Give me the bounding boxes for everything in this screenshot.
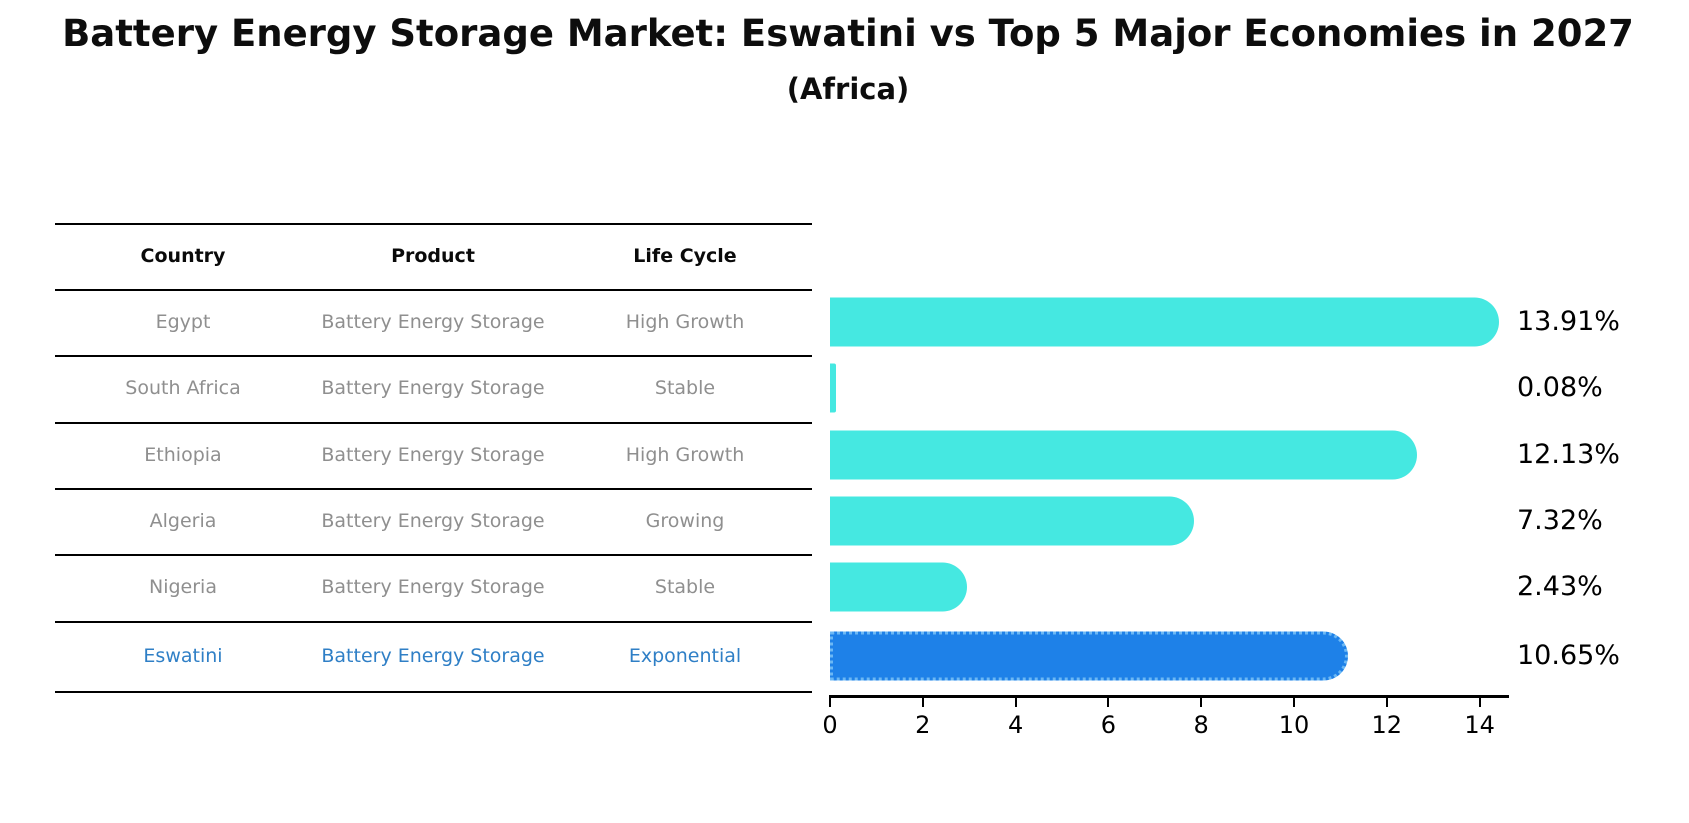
cell-life-cycle: High Growth bbox=[625, 311, 745, 333]
bar bbox=[830, 363, 836, 413]
cell-product: Battery Energy Storage bbox=[321, 311, 545, 333]
value-label: 7.32% bbox=[1517, 504, 1603, 536]
cell-life-cycle: Stable bbox=[654, 576, 716, 599]
table-row-rule bbox=[55, 620, 812, 623]
value-label: 10.65% bbox=[1517, 639, 1620, 671]
value-label: 2.43% bbox=[1517, 571, 1603, 603]
x-tick-label: 0 bbox=[822, 711, 838, 739]
cell-product: Battery Energy Storage bbox=[321, 443, 545, 466]
cell-country: Ethiopia bbox=[144, 443, 222, 466]
x-axis-line bbox=[829, 695, 1509, 698]
x-tick-label: 2 bbox=[915, 711, 931, 739]
bar bbox=[830, 496, 1194, 546]
cell-product: Battery Energy Storage bbox=[321, 510, 545, 532]
table-row-rule bbox=[55, 289, 812, 291]
x-tick bbox=[829, 698, 831, 707]
col-header-product: Product bbox=[391, 245, 475, 267]
bar bbox=[830, 430, 1417, 480]
bar bbox=[830, 562, 967, 612]
x-tick bbox=[921, 698, 924, 707]
col-header-country: Country bbox=[140, 245, 226, 267]
x-tick-label: 12 bbox=[1371, 711, 1403, 739]
cell-country: Algeria bbox=[149, 510, 217, 532]
cell-life-cycle: Stable bbox=[654, 377, 716, 400]
col-header-life-cycle: Life Cycle bbox=[633, 245, 737, 267]
cell-country: Egypt bbox=[155, 311, 211, 333]
table-row-rule bbox=[55, 355, 812, 357]
cell-life-cycle: Growing bbox=[645, 510, 725, 532]
value-label: 12.13% bbox=[1517, 438, 1620, 470]
x-tick-label: 6 bbox=[1100, 711, 1117, 739]
value-label: 0.08% bbox=[1517, 372, 1603, 404]
cell-country: South Africa bbox=[125, 377, 241, 400]
x-tick bbox=[1293, 698, 1295, 707]
cell-life-cycle: Exponential bbox=[628, 644, 742, 667]
table-bottom-rule bbox=[55, 691, 812, 693]
x-tick-label: 10 bbox=[1278, 711, 1310, 739]
chart-title: Battery Energy Storage Market: Eswatini … bbox=[62, 12, 1634, 55]
cell-country: Eswatini bbox=[143, 644, 223, 667]
cell-life-cycle: High Growth bbox=[625, 443, 745, 466]
x-tick-label: 4 bbox=[1007, 711, 1024, 739]
chart-subtitle: (Africa) bbox=[786, 72, 910, 106]
value-label: 13.91% bbox=[1517, 305, 1620, 337]
cell-product: Battery Energy Storage bbox=[321, 377, 545, 400]
x-tick bbox=[1385, 698, 1388, 707]
table-row-rule bbox=[55, 421, 812, 424]
bar bbox=[830, 297, 1500, 347]
table-row-rule bbox=[55, 554, 812, 556]
cell-country: Nigeria bbox=[149, 576, 217, 599]
table-row-rule bbox=[55, 488, 812, 490]
bar-highlighted bbox=[830, 631, 1349, 681]
cell-product: Battery Energy Storage bbox=[321, 644, 545, 667]
x-tick-label: 14 bbox=[1464, 711, 1495, 739]
cell-product: Battery Energy Storage bbox=[321, 576, 545, 599]
x-tick bbox=[1014, 698, 1017, 707]
x-tick bbox=[1478, 698, 1481, 707]
x-tick bbox=[1200, 698, 1203, 707]
table-top-rule bbox=[55, 223, 812, 225]
x-tick bbox=[1107, 698, 1110, 707]
x-tick-label: 8 bbox=[1193, 711, 1209, 739]
